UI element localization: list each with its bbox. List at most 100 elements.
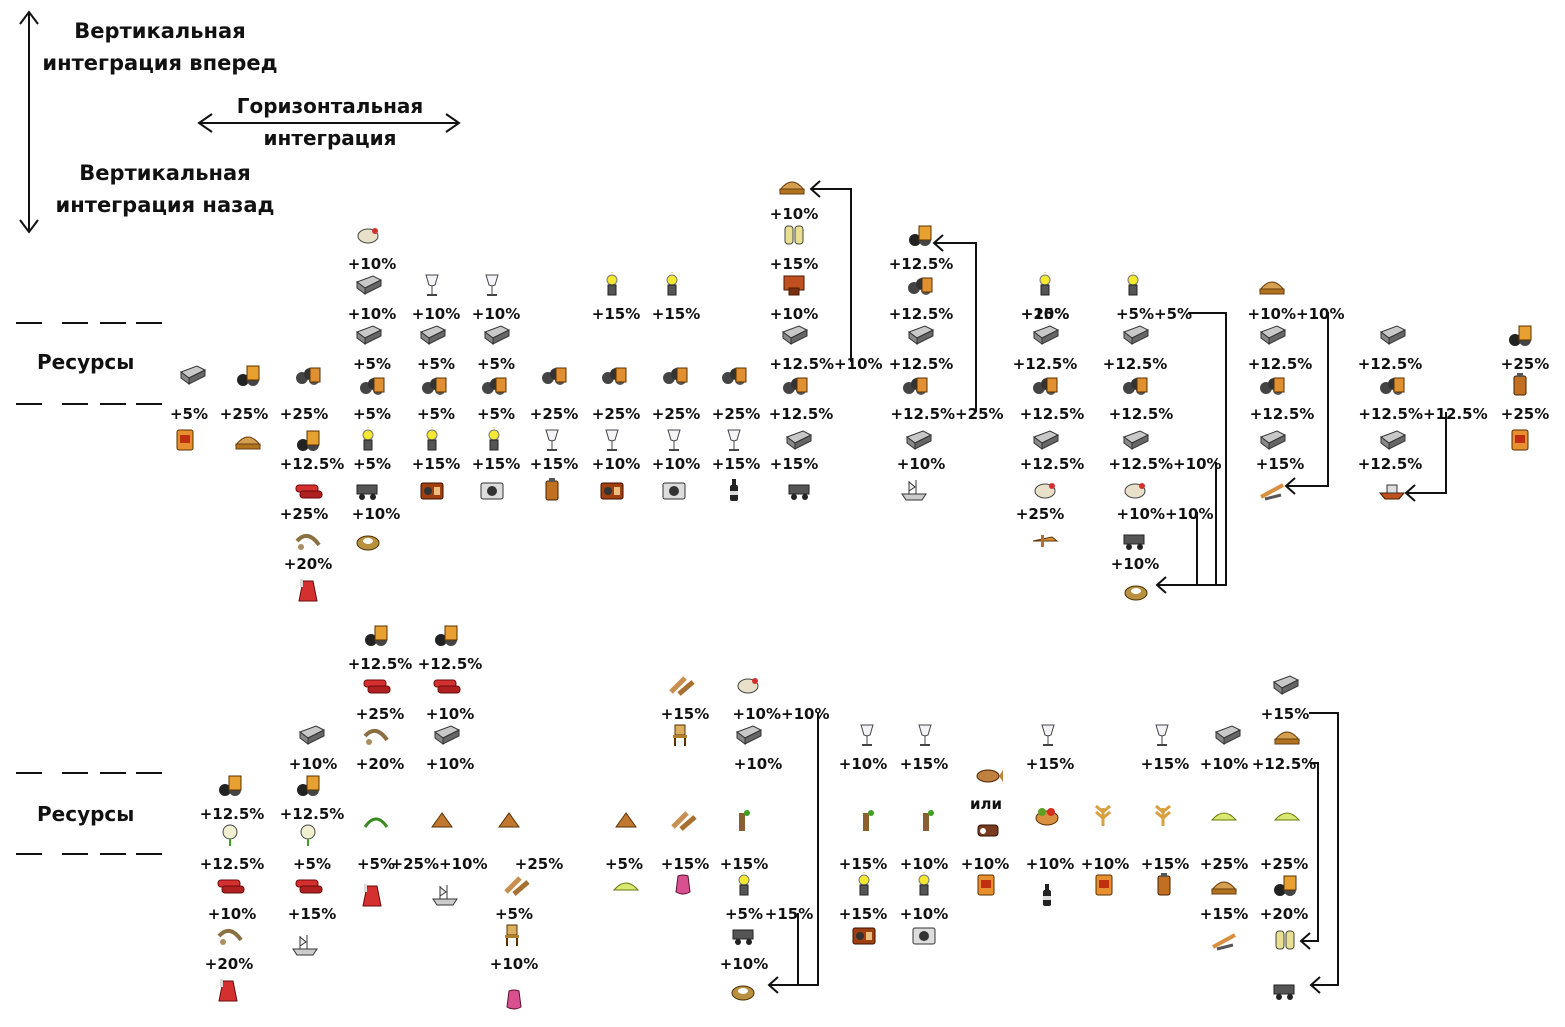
percent-label: +25% [711,405,761,423]
grain-icon [363,817,389,828]
cigar-icon [217,928,243,945]
glass-icon [667,429,681,451]
bun-icon [1273,731,1301,745]
bottle-icon [1043,884,1051,906]
ingot-icon [1122,430,1150,450]
drill-icon [1124,585,1148,601]
percent-label: +10% [1025,855,1075,873]
percent-label: +5% [352,455,392,473]
percent-label: +10% [733,755,783,773]
radio-icon [600,482,624,500]
chair-icon [673,724,687,746]
percent-label: +12.5% [768,405,834,423]
percent-label: +15% [1140,855,1190,873]
plant-icon [739,810,750,831]
percent-label: +20% [1259,905,1309,923]
percent-label: +15% [838,855,888,873]
percent-label: +10% [207,905,257,923]
percent-label: +15% [838,905,888,923]
ship-icon [432,885,458,906]
percent-label: +12.5% [1357,455,1423,473]
ore-icon [1123,377,1148,395]
plant-icon [923,810,934,831]
percent-label: +15% [651,305,701,323]
cart-icon [1123,534,1145,550]
basket-icon [1035,808,1059,826]
percent-label: +10% [1080,855,1130,873]
fabric-icon [295,879,323,894]
ingot-icon [1032,430,1060,450]
ore-icon [783,377,808,395]
percent-label: +25% [651,405,701,423]
percent-label: +12.5% [417,655,483,673]
percent-label: +25% [1259,855,1309,873]
percent-label: +12.5% [1012,355,1078,373]
chicken-icon [357,228,379,244]
section-1-label: Ресурсы [37,350,135,374]
bales-icon [909,225,932,246]
log-icon [671,811,697,831]
percent-label: +12.5% [1249,405,1315,423]
bales-icon [297,430,320,451]
percent-label: +10% [489,955,539,973]
camera-icon [662,482,686,500]
bales-icon [237,365,260,386]
canister-icon [977,874,995,896]
percent-label: +12.5% [1357,355,1423,373]
log-icon [504,876,530,896]
boat-icon [1378,484,1406,500]
ore-icon [296,367,321,385]
ingot-icon [905,430,933,450]
percent-label: +10% [471,305,521,323]
cigar-icon [295,533,321,550]
percent-label: +5%+5% [1115,305,1193,323]
canister-icon [1511,429,1529,451]
ore-icon [1033,377,1058,395]
percent-label: +15% [1255,455,1305,473]
percent-label: +10% [838,755,888,773]
drill-icon [731,985,755,1001]
percent-label: +25% [1199,855,1249,873]
radio-icon [852,927,876,945]
percent-label: +10% [899,905,949,923]
lamp-icon [488,427,500,451]
percent-label: +12.5% [888,305,954,323]
ore-icon [360,377,385,395]
lamp-icon [738,872,750,896]
ship-icon [901,480,927,501]
orchid-icon [506,989,522,1010]
ore-icon [663,367,688,385]
sprout-icon [1155,804,1171,826]
percent-label: +15% [711,455,761,473]
tools-icon [1212,933,1236,951]
glass-icon [727,429,741,451]
canister-icon [176,429,194,451]
percent-label: +25% [279,405,329,423]
ingot-icon [735,725,763,745]
bottle-icon [730,479,738,501]
cart-icon [788,484,810,500]
cart-icon [732,929,754,945]
legend-backward: Вертикальная интеграция назад [40,157,290,221]
percent-label: +15% [719,855,769,873]
percent-label: +15% [764,905,814,923]
percent-label: +25% [279,505,329,523]
percent-label: +10% [288,755,338,773]
percent-label: +10% [1020,305,1070,323]
lamp-icon [426,427,438,451]
lamp-icon [1039,272,1051,296]
glass-icon [545,429,559,451]
percent-label: +5% [356,855,396,873]
percent-label: +10% [960,855,1010,873]
bales-icon [219,775,242,796]
legend-forward-line2: интеграция вперед [42,51,278,75]
percent-label: +15% [591,305,641,323]
tools-icon [1260,483,1284,501]
percent-label: +10% [347,255,397,273]
ingot-icon [355,275,383,295]
plane-icon [1032,535,1059,547]
ingot-icon [781,325,809,345]
cart-icon [356,484,378,500]
percent-label: +10%+10% [732,705,830,723]
